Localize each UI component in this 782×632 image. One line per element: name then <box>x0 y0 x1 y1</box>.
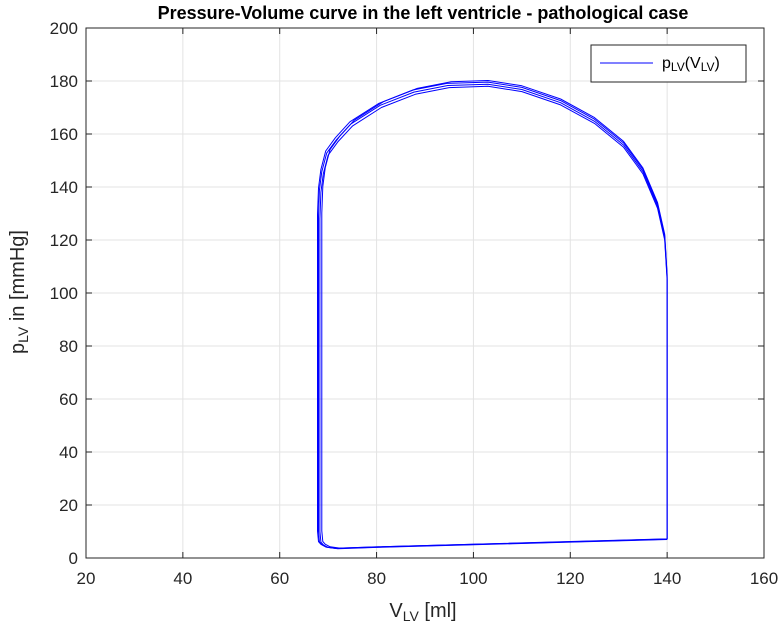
x-tick-label: 140 <box>653 569 681 588</box>
series-group <box>317 80 668 550</box>
y-tick-label: 120 <box>50 231 78 250</box>
y-tick-label: 0 <box>69 549 78 568</box>
y-tick-label: 160 <box>50 125 78 144</box>
y-tick-label: 20 <box>59 496 78 515</box>
x-tick-label: 40 <box>173 569 192 588</box>
y-axis-label-main: p <box>7 343 29 354</box>
y-tick-label: 180 <box>50 72 78 91</box>
x-tick-label: 120 <box>556 569 584 588</box>
y-tick-label: 140 <box>50 178 78 197</box>
x-tick-label: 160 <box>750 569 778 588</box>
y-axis-label: pLV in [mmHg] <box>7 230 31 354</box>
x-tick-label: 100 <box>459 569 487 588</box>
y-tick-label: 60 <box>59 390 78 409</box>
x-axis-label-main: V <box>389 600 403 622</box>
chart-title: Pressure-Volume curve in the left ventri… <box>158 3 689 23</box>
x-axis-label: VLV [ml] <box>389 600 456 624</box>
y-axis-label-sub: LV <box>15 326 31 343</box>
legend: pLV(VLV) <box>590 44 747 83</box>
y-tick-label: 80 <box>59 337 78 356</box>
x-axis-label-unit: [ml] <box>419 600 457 622</box>
legend-label: pLV(VLV) <box>662 55 720 74</box>
x-axis-label-sub: LV <box>403 608 420 624</box>
y-tick-label: 40 <box>59 443 78 462</box>
x-tick-label: 20 <box>77 569 96 588</box>
axis-ticks: 20 40 60 80 100 120 140 16002040608010012014016… <box>50 19 779 588</box>
y-tick-label: 100 <box>50 284 78 303</box>
pv-loop-line <box>321 80 668 549</box>
pv-loop-line <box>317 81 668 549</box>
x-tick-label: 80 <box>367 569 386 588</box>
y-axis-label-unit: in [mmHg] <box>7 230 29 327</box>
y-tick-label: 200 <box>50 19 78 38</box>
x-tick-label: 60 <box>270 569 289 588</box>
